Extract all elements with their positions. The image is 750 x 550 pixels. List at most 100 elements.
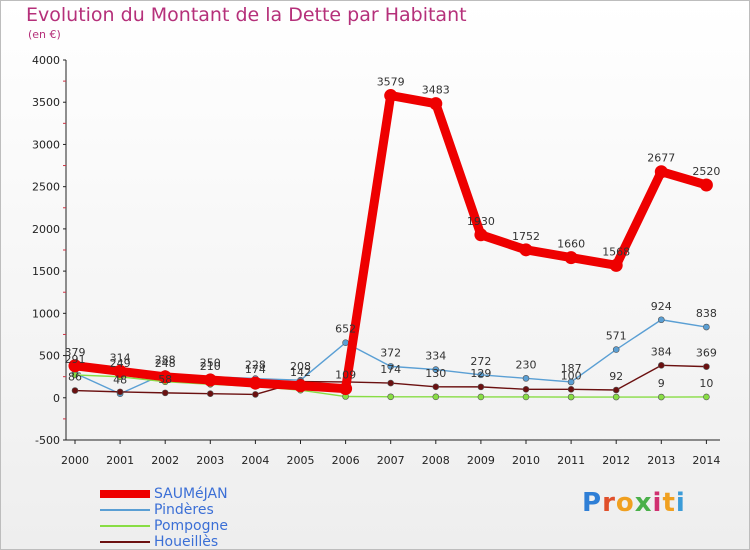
series-layer bbox=[68, 89, 713, 401]
y-tick-label: -500 bbox=[35, 434, 60, 447]
data-label: 92 bbox=[609, 370, 623, 383]
legend-swatch bbox=[100, 541, 150, 543]
data-point bbox=[657, 393, 665, 401]
legend: SAUMéJAN Pindères Pompogne Houeillès bbox=[100, 486, 228, 550]
data-point bbox=[203, 373, 217, 387]
x-tick-label: 2009 bbox=[467, 454, 495, 467]
data-point bbox=[612, 386, 620, 394]
legend-item: Pindères bbox=[100, 502, 228, 518]
data-label: 228 bbox=[245, 359, 266, 372]
data-label: 1930 bbox=[467, 215, 495, 228]
data-label: 210 bbox=[200, 360, 221, 373]
legend-label: Pindères bbox=[154, 502, 214, 518]
data-label: 384 bbox=[651, 345, 672, 358]
data-label: 2677 bbox=[647, 152, 675, 165]
data-point bbox=[116, 388, 124, 396]
data-point bbox=[703, 393, 710, 401]
data-label: 571 bbox=[606, 330, 627, 343]
legend-label: SAUMéJAN bbox=[154, 486, 228, 502]
legend-swatch bbox=[100, 509, 150, 511]
legend-item: Pompogne bbox=[100, 518, 228, 534]
logo-letter: P bbox=[582, 488, 603, 518]
data-point bbox=[252, 391, 259, 398]
data-point bbox=[71, 387, 79, 394]
data-label: 230 bbox=[516, 358, 537, 371]
data-point bbox=[703, 363, 710, 370]
data-label: 9 bbox=[658, 377, 665, 390]
data-point bbox=[564, 251, 578, 265]
y-tick-label: 0 bbox=[53, 392, 60, 405]
legend-swatch bbox=[100, 490, 150, 498]
x-tick-label: 2010 bbox=[512, 454, 540, 467]
data-point bbox=[387, 393, 395, 401]
data-point bbox=[522, 386, 530, 393]
data-label: 142 bbox=[290, 366, 311, 379]
logo-letter: i bbox=[675, 488, 686, 518]
data-label: 248 bbox=[155, 357, 176, 370]
data-point bbox=[522, 393, 530, 401]
data-point bbox=[294, 379, 307, 393]
data-label: 372 bbox=[380, 346, 401, 359]
legend-label: Houeillès bbox=[154, 534, 219, 550]
x-tick-label: 2011 bbox=[557, 454, 585, 467]
legend-label: Pompogne bbox=[154, 518, 228, 534]
y-tick-label: 500 bbox=[39, 350, 60, 363]
logo-letter: r bbox=[602, 488, 616, 518]
data-point bbox=[207, 390, 214, 398]
x-tick-label: 2000 bbox=[61, 454, 89, 467]
data-point bbox=[703, 323, 710, 331]
y-tick-label: 4000 bbox=[32, 54, 60, 67]
data-label: 100 bbox=[561, 369, 582, 382]
data-label: 1568 bbox=[602, 245, 630, 258]
data-point bbox=[699, 178, 713, 192]
data-point bbox=[657, 362, 665, 369]
y-tick-label: 2500 bbox=[32, 181, 60, 194]
data-label: 10 bbox=[699, 377, 713, 390]
data-label: 652 bbox=[335, 323, 356, 336]
data-point bbox=[612, 393, 620, 401]
data-label: 109 bbox=[335, 369, 356, 382]
data-label: 129 bbox=[470, 367, 491, 380]
data-label: 174 bbox=[245, 363, 266, 376]
data-label: 291 bbox=[65, 353, 86, 366]
data-label: 379 bbox=[65, 346, 86, 359]
data-point bbox=[519, 243, 533, 257]
logo-letter: i bbox=[652, 488, 663, 518]
x-tick-label: 2004 bbox=[241, 454, 269, 467]
y-tick-label: 3000 bbox=[32, 138, 60, 151]
data-point bbox=[477, 383, 485, 391]
logo-letter: t bbox=[662, 488, 676, 518]
data-label: 174 bbox=[380, 363, 401, 376]
x-tick-label: 2007 bbox=[377, 454, 405, 467]
axes: -500 0 500 1000 1500 2000 2500 3000 3500 4000 2000… bbox=[32, 54, 720, 467]
data-label: 924 bbox=[651, 300, 672, 313]
data-label: 86 bbox=[68, 371, 82, 384]
data-point bbox=[339, 382, 353, 396]
data-point bbox=[432, 366, 440, 373]
data-point bbox=[387, 363, 395, 370]
data-point bbox=[161, 389, 169, 397]
data-point bbox=[68, 359, 82, 373]
x-tick-label: 2014 bbox=[692, 454, 720, 467]
data-label: 249 bbox=[110, 357, 131, 370]
y-tick-label: 2000 bbox=[32, 223, 60, 236]
data-label: 369 bbox=[696, 347, 717, 360]
data-point bbox=[113, 364, 127, 378]
legend-swatch bbox=[100, 525, 150, 527]
data-point bbox=[387, 379, 395, 387]
data-label: 58 bbox=[158, 373, 172, 386]
data-point bbox=[567, 393, 575, 401]
x-tick-label: 2008 bbox=[422, 454, 450, 467]
data-point bbox=[657, 316, 665, 324]
x-tick-label: 2003 bbox=[196, 454, 224, 467]
data-label: 130 bbox=[425, 367, 446, 380]
data-point bbox=[248, 376, 262, 390]
proxiti-logo: Proxiti bbox=[582, 488, 686, 518]
data-label: 314 bbox=[110, 351, 131, 364]
x-tick-label: 2012 bbox=[602, 454, 630, 467]
data-point bbox=[609, 258, 623, 272]
legend-item: Houeillès bbox=[100, 534, 228, 550]
x-tick-label: 2001 bbox=[106, 454, 134, 467]
